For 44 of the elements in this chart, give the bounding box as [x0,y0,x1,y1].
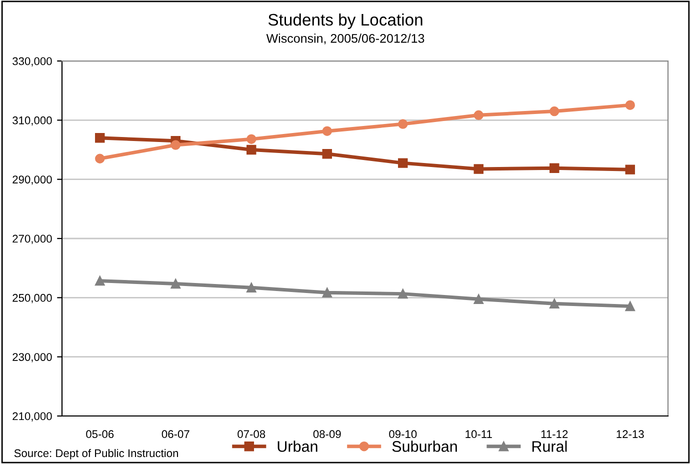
point [474,294,484,304]
x-tick-label: 07-08 [238,430,266,438]
point [625,164,635,174]
point [474,164,484,174]
y-tick-label: 230,000 [12,353,52,362]
point [95,154,105,164]
point [322,149,332,159]
x-tick-label: 10-11 [466,430,492,438]
point [170,278,180,289]
chart-subtitle: Wisconsin, 2005/06-2012/13 [266,34,424,44]
y-tick-label: 290,000 [12,176,52,185]
point [550,106,560,116]
y-tick-label: 250,000 [12,294,52,304]
point [246,144,256,155]
legend-label: Rural [532,440,567,452]
source-note: Source: Dept of Public Instruction [14,448,178,460]
point [398,119,408,129]
y-tick-label: 310,000 [12,116,52,126]
y-tick-label: 270,000 [12,234,52,244]
point [246,282,256,292]
point [625,100,635,110]
point [550,163,560,173]
point [398,158,408,168]
point [95,276,105,286]
point [170,140,180,150]
point [322,126,332,136]
legend-label: Urban [278,440,318,452]
point [95,133,105,143]
x-tick-label: 09-10 [389,430,417,438]
x-tick-label: 12-13 [616,430,644,438]
x-tick-label: 05-06 [86,430,114,438]
y-tick-label: 330,000 [12,57,52,66]
point [625,301,635,312]
x-tick-label: 06-07 [162,430,190,438]
point [550,298,560,308]
point [246,134,256,144]
point [398,288,408,299]
legend-label: Suburban [392,440,457,452]
x-tick-label: 08-09 [313,430,341,438]
chart-title: Students by Location [268,13,422,29]
point [474,110,484,120]
y-tick-label: 210,000 [12,412,52,422]
point [322,288,332,298]
x-tick-label: 11-12 [541,430,568,438]
